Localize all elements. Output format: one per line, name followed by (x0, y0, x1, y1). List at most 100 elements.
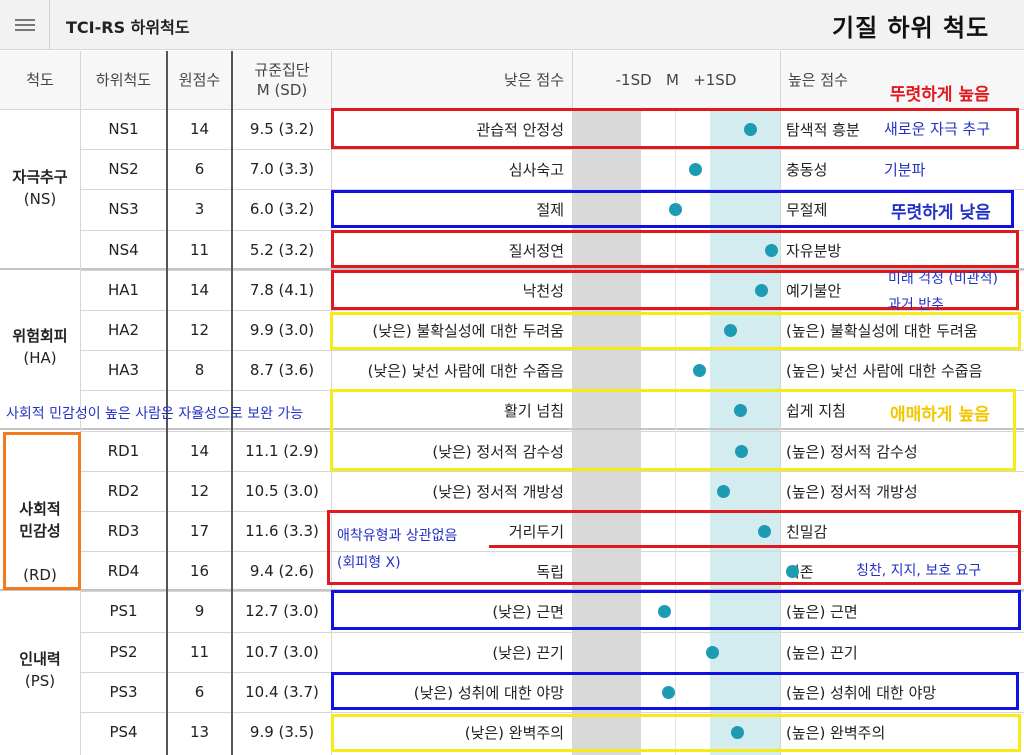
group-ps-name: 인내력 (19, 650, 61, 668)
score-dot (693, 364, 706, 377)
row-subscale-code: NS4 (108, 241, 139, 259)
row-low-label: (낮은) 끈기 (492, 643, 564, 662)
row-subscale-code: RD1 (107, 442, 140, 460)
header-norm-line2: M (SD) (256, 81, 308, 99)
group-ha-code: (HA) (23, 349, 57, 367)
row-subscale-code: NS2 (108, 160, 139, 178)
row-raw-score: 14 (189, 120, 210, 138)
row-high-label: (높은) 정서적 개방성 (786, 482, 918, 501)
column-divider (780, 51, 781, 755)
score-dot (786, 565, 799, 578)
header-subscale: 하위척도 (80, 51, 167, 109)
score-dot (689, 163, 702, 176)
header-chart-scale: -1SD M +1SD (572, 51, 780, 109)
header-high-score: 높은 점수 (780, 51, 1024, 109)
header-norm-line1: 규준집단 (254, 61, 310, 79)
row-subscale-code: HA1 (107, 281, 140, 299)
highlight-box-blue (331, 672, 1019, 710)
document-title: TCI-RS 하위척도 (66, 18, 190, 37)
highlight-box-blue (331, 190, 1014, 228)
highlight-box-yellow (330, 389, 1016, 471)
note-vague-high: 애매하게 높음 (890, 405, 990, 425)
group-rd-name: 사회적 민감성 (19, 500, 61, 540)
header-raw-score: 원점수 (167, 51, 232, 109)
column-divider-thick (166, 51, 168, 755)
note-social: 사회적 민감성이 높은 사람은 자율성으로 보완 가능 (6, 406, 304, 422)
row-raw-score: 11 (189, 643, 210, 661)
group-ns-code: (NS) (23, 190, 57, 208)
row-raw-score: 16 (189, 562, 210, 580)
group-ns-name: 자극추구 (12, 168, 68, 186)
row-raw-score: 6 (194, 683, 205, 701)
row-high-label: 예기불안 (786, 281, 842, 300)
row-low-label: (낮은) 낯선 사람에 대한 수줍음 (367, 361, 564, 380)
highlight-divider-red (489, 545, 1021, 548)
group-ps: 인내력 (PS) (0, 648, 80, 692)
row-low-label: 거리두기 (508, 522, 564, 541)
row-subscale-code: RD2 (107, 482, 140, 500)
row-subscale-code: HA3 (107, 361, 140, 379)
highlight-box-blue (331, 590, 1021, 630)
row-divider (80, 551, 1024, 552)
header-low-score: 낮은 점수 (332, 51, 572, 109)
note-praise: 칭찬, 지지, 보호 요구 (856, 563, 982, 579)
row-subscale-code: NS1 (108, 120, 139, 138)
score-dot (734, 404, 747, 417)
menu-button[interactable] (0, 0, 50, 50)
row-norm-value: 11.1 (2.9) (245, 442, 319, 460)
row-raw-score: 12 (189, 482, 210, 500)
group-ps-code: (PS) (24, 672, 56, 690)
group-rd-code: (RD) (23, 566, 57, 584)
group-divider (0, 268, 1024, 270)
note-distinct-low: 뚜렷하게 낮음 (891, 203, 991, 223)
highlight-box-orange (3, 432, 81, 590)
row-subscale-code: HA2 (107, 321, 140, 339)
row-high-label: 무절제 (786, 200, 828, 219)
header-scale: 척도 (0, 51, 80, 109)
overlay-title: 기질 하위 척도 (832, 14, 990, 42)
top-bar: TCI-RS 하위척도 (0, 0, 1024, 50)
row-norm-value: 5.2 (3.2) (249, 241, 315, 259)
group-ns: 자극추구 (NS) (0, 166, 80, 210)
score-dot (755, 284, 768, 297)
row-norm-value: 7.8 (4.1) (249, 281, 315, 299)
note-worry-1: 미래 걱정 (비관적) (888, 271, 998, 287)
row-norm-value: 10.5 (3.0) (245, 482, 319, 500)
row-norm-value: 10.7 (3.0) (245, 643, 319, 661)
note-attachment-1: 애착유형과 상관없음 (337, 528, 458, 544)
highlight-box-yellow (331, 714, 1021, 752)
row-low-label: 낙천성 (522, 281, 564, 300)
above-mean-band (710, 109, 780, 755)
group-rd: 사회적 민감성 (RD) (0, 476, 80, 608)
note-distinct-high: 뚜렷하게 높음 (890, 85, 990, 105)
row-high-label: 자유분방 (786, 241, 842, 260)
row-raw-score: 11 (189, 241, 210, 259)
column-divider (80, 51, 81, 755)
row-low-label: (낮은) 성취에 대한 야망 (413, 683, 564, 702)
hamburger-icon (14, 19, 35, 31)
column-divider (572, 51, 573, 755)
highlight-box-red (331, 108, 1019, 149)
row-subscale-code: PS3 (109, 683, 138, 701)
row-low-label: 질서정연 (508, 241, 564, 260)
row-divider (80, 189, 1024, 190)
row-subscale-code: RD4 (107, 562, 140, 580)
row-norm-value: 8.7 (3.6) (249, 361, 315, 379)
column-divider-thick (231, 51, 233, 755)
row-high-label: 친밀감 (786, 522, 828, 541)
row-high-label: (높은) 완벽주의 (786, 723, 886, 742)
header-norm: 규준집단 M (SD) (232, 51, 332, 109)
row-high-label: 탐색적 흥분 (786, 120, 860, 139)
row-low-label: 심사숙고 (508, 160, 564, 179)
row-high-label: (높은) 근면 (786, 602, 858, 621)
row-low-label: 관습적 안정성 (476, 120, 564, 139)
row-high-label: (높은) 낯선 사람에 대한 수줍음 (786, 361, 983, 380)
row-raw-score: 17 (189, 522, 210, 540)
highlight-box-yellow (330, 312, 1021, 350)
row-divider (80, 149, 1024, 150)
score-dot (735, 445, 748, 458)
score-dot (731, 726, 744, 739)
row-raw-score: 13 (189, 723, 210, 741)
row-divider (80, 712, 1024, 713)
row-divider (80, 471, 1024, 472)
